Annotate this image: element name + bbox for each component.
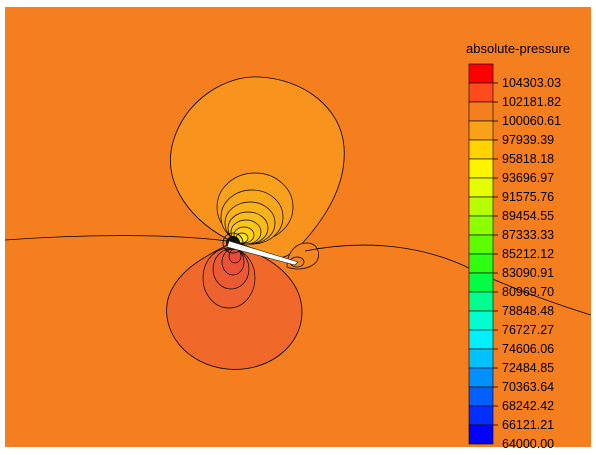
legend-swatch	[468, 177, 494, 198]
legend-swatch	[468, 101, 494, 122]
legend-swatch	[468, 215, 494, 236]
legend-swatch	[468, 386, 494, 407]
legend-label: 97939.39	[502, 133, 555, 147]
airfoil-shape	[226, 240, 299, 266]
stagnation-ring	[222, 232, 244, 254]
legend-colorbar	[468, 63, 498, 445]
legend-title: absolute-pressure	[466, 41, 571, 56]
legend-swatch	[468, 310, 494, 331]
legend-label: 68242.42	[502, 399, 555, 413]
legend-swatch	[468, 424, 494, 445]
upper-suction-lobe	[170, 76, 345, 258]
legend-swatch	[468, 291, 494, 312]
legend-label: 85212.12	[502, 247, 555, 261]
legend-label: 74606.06	[502, 342, 555, 356]
legend-label: 64000.00	[502, 437, 555, 451]
legend-label: 72484.85	[502, 361, 555, 375]
legend-swatch	[468, 82, 494, 103]
legend-label: 80969.70	[502, 285, 555, 299]
legend-label: 89454.55	[502, 209, 555, 223]
legend-label: 104303.03	[502, 76, 562, 90]
legend-swatch	[468, 196, 494, 217]
legend-label: 91575.76	[502, 190, 555, 204]
legend-swatch	[468, 120, 494, 141]
legend-swatch	[468, 158, 494, 179]
legend-swatch	[468, 348, 494, 369]
legend-swatch	[468, 272, 494, 293]
legend-swatch	[468, 234, 494, 255]
legend-swatch	[468, 63, 494, 84]
legend-label: 93696.97	[502, 171, 555, 185]
contour-plot	[4, 7, 592, 447]
legend-swatch	[468, 367, 494, 388]
legend-swatch	[468, 329, 494, 350]
lower-pressure-lobe	[166, 242, 303, 370]
legend-label: 78848.48	[502, 304, 555, 318]
legend-swatch	[468, 139, 494, 160]
legend-swatch	[468, 405, 494, 426]
pressure-contour-viewport	[4, 7, 592, 447]
legend-label: 83090.91	[502, 266, 555, 280]
legend-label: 66121.21	[502, 418, 555, 432]
legend-label: 87333.33	[502, 228, 555, 242]
legend-label: 95818.18	[502, 152, 555, 166]
legend-label: 70363.64	[502, 380, 555, 394]
legend-label: 102181.82	[502, 95, 562, 109]
legend-label: 100060.61	[502, 114, 562, 128]
legend-swatch	[468, 253, 494, 274]
legend-label: 76727.27	[502, 323, 555, 337]
